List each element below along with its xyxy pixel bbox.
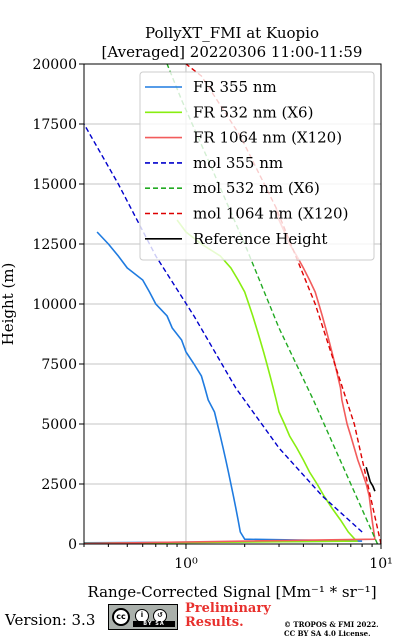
preliminary-line1: Preliminary bbox=[185, 601, 271, 616]
legend-label: mol 1064 nm (X120) bbox=[193, 205, 348, 223]
series-line bbox=[83, 219, 359, 545]
y-tick-label: 12500 bbox=[32, 237, 77, 253]
legend: FR 355 nm FR 532 nm (X6) FR 1064 nm (X120)… bbox=[139, 71, 375, 261]
x-tick-label: 10¹ bbox=[369, 556, 392, 572]
y-axis-label: Height (m) bbox=[0, 263, 17, 346]
legend-label: Reference Height bbox=[193, 230, 327, 248]
legend-label: FR 532 nm (X6) bbox=[193, 103, 313, 121]
y-tick-label: 7500 bbox=[41, 357, 77, 373]
preliminary-note: Preliminary Results. bbox=[185, 602, 271, 630]
y-tick-label: 10000 bbox=[32, 297, 77, 313]
y-tick-label: 2500 bbox=[41, 477, 77, 493]
cc-license-badge[interactable]: cc i ↺ BY SA bbox=[108, 604, 178, 630]
x-axis: 10⁰ 10¹ bbox=[83, 544, 393, 572]
y-tick-label: 17500 bbox=[32, 117, 77, 133]
version-label: Version: 3.3 bbox=[5, 611, 96, 629]
copyright-line2: CC BY SA 4.0 License. bbox=[284, 629, 371, 638]
y-tick-label: 0 bbox=[68, 537, 77, 553]
y-tick-label: 15000 bbox=[32, 177, 77, 193]
copyright-line1: © TROPOS & FMI 2022. bbox=[284, 620, 379, 629]
preliminary-line2: Results. bbox=[185, 615, 244, 630]
legend-label: FR 355 nm bbox=[193, 78, 277, 96]
y-axis: 0 2500 5000 7500 10000 12500 15000 17500 20000 bbox=[32, 57, 84, 553]
legend-label: mol 355 nm bbox=[193, 154, 283, 172]
x-tick-label: 10⁰ bbox=[174, 556, 198, 572]
cc-strip: BY SA bbox=[133, 621, 175, 627]
series-line bbox=[83, 231, 363, 544]
cc-icon: cc bbox=[112, 608, 130, 626]
cc-by-label: BY bbox=[143, 621, 153, 627]
legend-box bbox=[139, 71, 375, 261]
cc-sa-label: SA bbox=[155, 621, 165, 627]
lidar-profile-chart: PollyXT_FMI at Kuopio [Averaged] 2022030… bbox=[0, 24, 393, 600]
chart-subtitle: [Averaged] 20220306 11:00-11:59 bbox=[102, 43, 363, 61]
y-tick-label: 20000 bbox=[32, 57, 77, 73]
series-line bbox=[365, 466, 376, 492]
y-tick-label: 5000 bbox=[41, 417, 77, 433]
copyright-note: © TROPOS & FMI 2022. CC BY SA 4.0 Licens… bbox=[284, 620, 379, 638]
x-axis-label: Range-Corrected Signal [Mm⁻¹ * sr⁻¹] bbox=[87, 583, 376, 600]
series-line bbox=[83, 123, 363, 533]
chart-title: PollyXT_FMI at Kuopio bbox=[145, 24, 319, 42]
legend-label: mol 532 nm (X6) bbox=[193, 179, 320, 197]
legend-label: FR 1064 nm (X120) bbox=[193, 129, 342, 147]
